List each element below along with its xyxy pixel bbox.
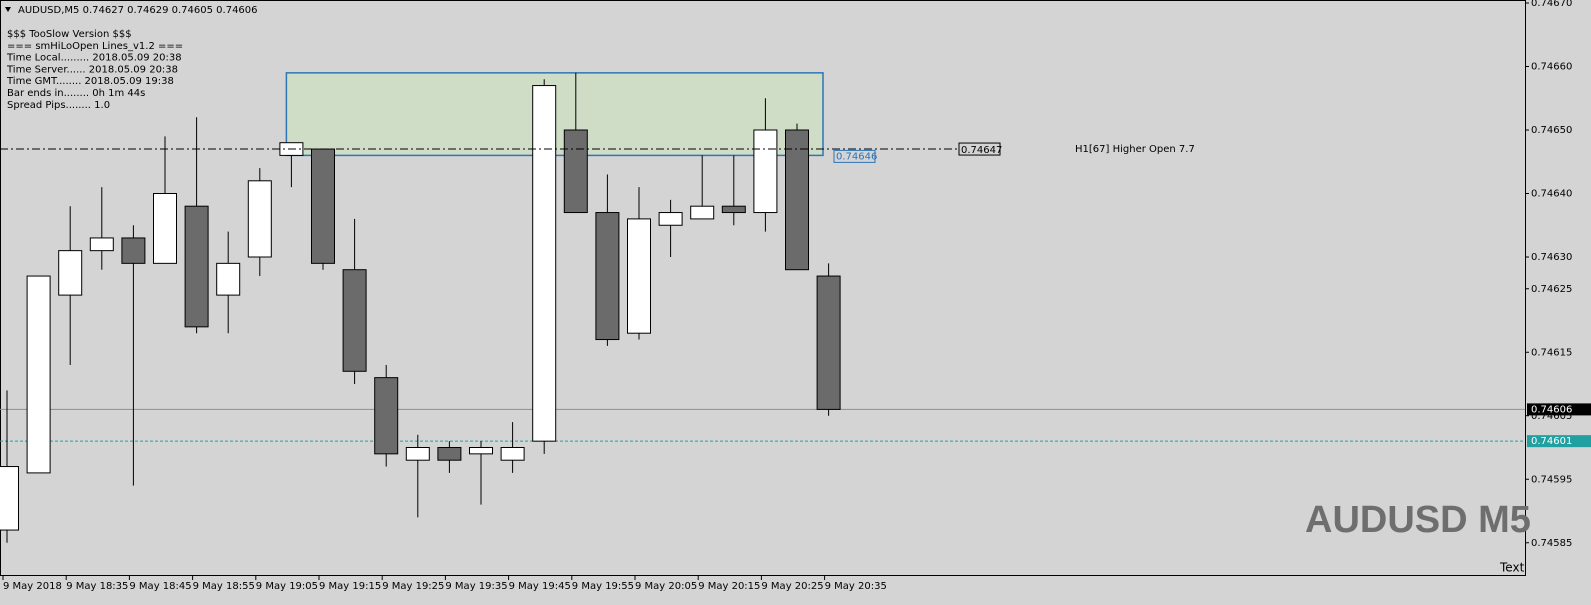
info-line: Time Local......... 2018.05.09 20:38 bbox=[6, 53, 182, 64]
menu-arrow[interactable] bbox=[5, 7, 11, 12]
x-tick-label: 9 May 19:45 bbox=[509, 581, 571, 592]
candle-body bbox=[405, 447, 430, 461]
candle-body bbox=[658, 212, 683, 226]
candle-body bbox=[500, 447, 525, 461]
y-tick-label: 0.74585 bbox=[1531, 538, 1572, 549]
candle-body bbox=[753, 129, 778, 214]
candle-body bbox=[532, 85, 557, 442]
candle-body bbox=[58, 250, 83, 296]
info-line: Bar ends in........ 0h 1m 44s bbox=[7, 88, 145, 99]
price-label: 0.74606 bbox=[1531, 404, 1572, 415]
y-tick-label: 0.74630 bbox=[1531, 252, 1572, 263]
info-line: Time GMT........ 2018.05.09 19:38 bbox=[6, 76, 174, 87]
candle-body bbox=[89, 237, 114, 252]
candle-body bbox=[690, 205, 715, 220]
watermark: AUDUSD M5 bbox=[1305, 499, 1531, 541]
x-tick-label: 9 May 20:05 bbox=[635, 581, 697, 592]
x-tick-label: 9 May 20:35 bbox=[825, 581, 887, 592]
open-line-text: H1[67] Higher Open 7.7 bbox=[1075, 144, 1195, 155]
price-label-bg bbox=[1527, 435, 1591, 448]
candle-body bbox=[216, 262, 241, 296]
info-line: Spread Pips........ 1.0 bbox=[7, 100, 110, 111]
chart-title: AUDUSD,M5 0.74627 0.74629 0.74605 0.7460… bbox=[18, 5, 258, 16]
x-tick-label: 9 May 19:05 bbox=[256, 581, 318, 592]
corner-text: Text bbox=[1499, 561, 1525, 575]
candle-body bbox=[563, 129, 588, 214]
open-line-box bbox=[958, 142, 1001, 156]
y-tick-label: 0.74670 bbox=[1531, 0, 1572, 9]
y-tick-label: 0.74660 bbox=[1531, 62, 1572, 73]
candle-body bbox=[469, 447, 493, 455]
x-tick-label: 9 May 20:25 bbox=[761, 581, 823, 592]
candle-body bbox=[0, 466, 19, 531]
price-label-bg bbox=[1527, 403, 1591, 416]
candle-body bbox=[121, 237, 146, 264]
candle-body bbox=[437, 447, 462, 461]
x-tick-label: 9 May 18:45 bbox=[129, 581, 191, 592]
x-tick-label: 9 May 19:35 bbox=[445, 581, 507, 592]
x-tick-label: 9 May 20:15 bbox=[698, 581, 760, 592]
info-line: Time Server...... 2018.05.09 20:38 bbox=[6, 64, 178, 75]
y-tick-label: 0.74595 bbox=[1531, 474, 1572, 485]
candle-body bbox=[342, 269, 367, 372]
x-tick-label: 9 May 19:15 bbox=[319, 581, 381, 592]
candle-body bbox=[153, 193, 177, 264]
y-tick-label: 0.74615 bbox=[1531, 347, 1572, 358]
info-line: === smHiLoOpen Lines_v1.2 === bbox=[7, 41, 183, 52]
candle-body bbox=[311, 148, 335, 264]
candle-body bbox=[184, 205, 209, 328]
candle-body bbox=[816, 275, 841, 410]
zone-label: 0.74646 bbox=[836, 151, 877, 162]
candle-body bbox=[721, 205, 746, 214]
candle-body bbox=[26, 275, 51, 474]
candle-body bbox=[374, 377, 399, 455]
x-tick-label: 9 May 18:55 bbox=[193, 581, 255, 592]
x-tick-label: 9 May 2018 bbox=[3, 581, 62, 592]
candle-body bbox=[627, 218, 651, 334]
zone-label-box bbox=[833, 149, 876, 163]
price-label: 0.74601 bbox=[1531, 436, 1572, 447]
candle-body bbox=[785, 129, 809, 271]
y-tick-label: 0.74640 bbox=[1531, 189, 1572, 200]
candle-body bbox=[247, 180, 272, 258]
y-tick-label: 0.74605 bbox=[1531, 411, 1572, 422]
candle-body bbox=[595, 212, 620, 341]
open-line-label: 0.74647 bbox=[961, 145, 1002, 156]
plot-frame bbox=[0, 0, 1526, 576]
y-tick-label: 0.74625 bbox=[1531, 284, 1572, 295]
x-tick-label: 9 May 19:25 bbox=[382, 581, 444, 592]
y-tick-label: 0.74650 bbox=[1531, 125, 1572, 136]
x-tick-label: 9 May 18:35 bbox=[66, 581, 128, 592]
x-tick-label: 9 May 19:55 bbox=[572, 581, 634, 592]
info-line: $$$ TooSlow Version $$$ bbox=[7, 29, 132, 40]
